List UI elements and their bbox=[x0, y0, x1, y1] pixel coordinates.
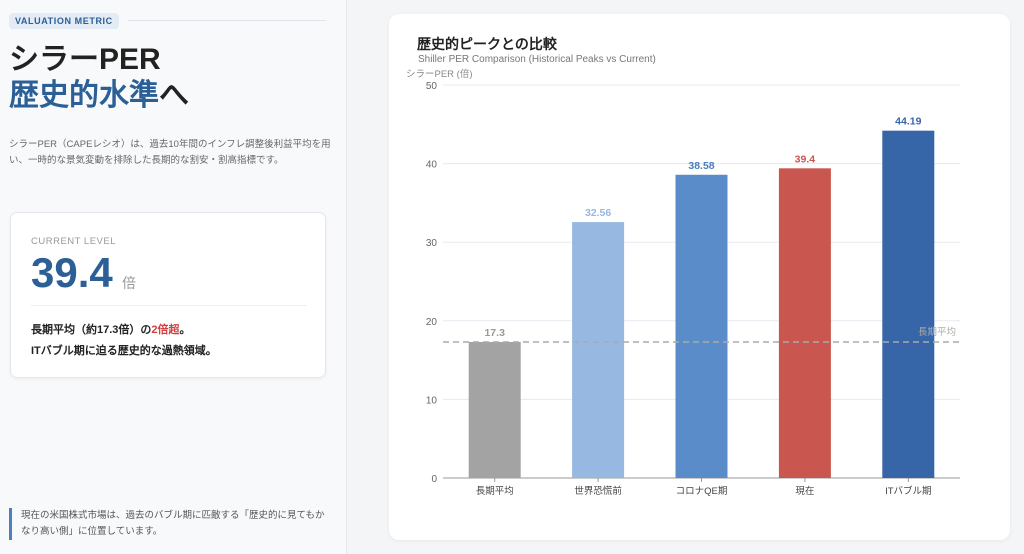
bar-コロナQE期 bbox=[675, 174, 728, 478]
current-value: 39.4 bbox=[31, 249, 113, 296]
y-tick-label: 0 bbox=[431, 474, 437, 485]
y-tick-label: 20 bbox=[426, 317, 438, 328]
summary-quote: 現在の米国株式市場は、過去のバブル期に匹敵する「歴史的に見てもかなり高い側」に位… bbox=[9, 508, 334, 540]
x-tick-label: ITバブル期 bbox=[885, 485, 931, 497]
x-tick-label: 現在 bbox=[795, 485, 814, 497]
title-line-1: シラーPER bbox=[9, 43, 161, 76]
title-rest: へ bbox=[159, 79, 189, 112]
x-tick-label: コロナQE期 bbox=[676, 486, 728, 497]
data-label: 38.58 bbox=[688, 160, 714, 172]
card-note: 長期平均（約17.3倍）の2倍超。 ITバブル期に迫る歴史的な過熱領域。 bbox=[31, 320, 217, 362]
chart-subtitle: Shiller PER Comparison (Historical Peaks… bbox=[418, 54, 656, 65]
y-tick-label: 30 bbox=[426, 238, 438, 249]
chart-title: 歴史的ピークとの比較 bbox=[417, 36, 557, 52]
divider bbox=[31, 305, 307, 306]
bar-世界恐慌前 bbox=[572, 222, 625, 478]
divider bbox=[128, 20, 326, 21]
bar-ITバブル期 bbox=[882, 130, 935, 478]
note-text: 長期平均（約17.3倍）の bbox=[31, 324, 152, 336]
reference-line-label: 長期平均 bbox=[918, 326, 956, 338]
title-line-2: 歴史的水準へ bbox=[9, 78, 189, 114]
note-text: 。 bbox=[179, 324, 191, 336]
y-tick-label: 40 bbox=[426, 160, 438, 171]
left-panel: VALUATION METRIC シラーPER 歴史的水準へ シラーPER（CA… bbox=[0, 0, 347, 554]
section-badge: VALUATION METRIC bbox=[9, 13, 119, 29]
data-label: 32.56 bbox=[585, 207, 611, 219]
bar-現在 bbox=[778, 168, 831, 479]
data-label: 39.4 bbox=[795, 153, 816, 165]
y-tick-label: 10 bbox=[426, 395, 438, 406]
bar-長期平均 bbox=[468, 342, 521, 478]
title-accent: 歴史的水準 bbox=[9, 79, 159, 112]
data-label: 44.19 bbox=[895, 116, 921, 128]
note-line-2: ITバブル期に迫る歴史的な過熱領域。 bbox=[31, 345, 217, 357]
x-tick-label: 長期平均 bbox=[476, 485, 514, 497]
data-label: 17.3 bbox=[484, 327, 505, 339]
current-level-card: CURRENT LEVEL 39.4 倍 長期平均（約17.3倍）の2倍超。 I… bbox=[10, 212, 326, 378]
note-highlight: 2倍超 bbox=[151, 324, 180, 336]
y-tick-label: 50 bbox=[426, 81, 438, 92]
description: シラーPER（CAPEレシオ）は、過去10年間のインフレ調整後利益平均を用い、一… bbox=[9, 139, 331, 166]
page-title: シラーPER 歴史的水準へ bbox=[9, 42, 189, 114]
value-unit: 倍 bbox=[122, 275, 136, 291]
x-tick-label: 世界恐慌前 bbox=[574, 485, 622, 497]
y-axis-label: シラーPER (倍) bbox=[406, 68, 473, 80]
card-label: CURRENT LEVEL bbox=[31, 236, 116, 247]
